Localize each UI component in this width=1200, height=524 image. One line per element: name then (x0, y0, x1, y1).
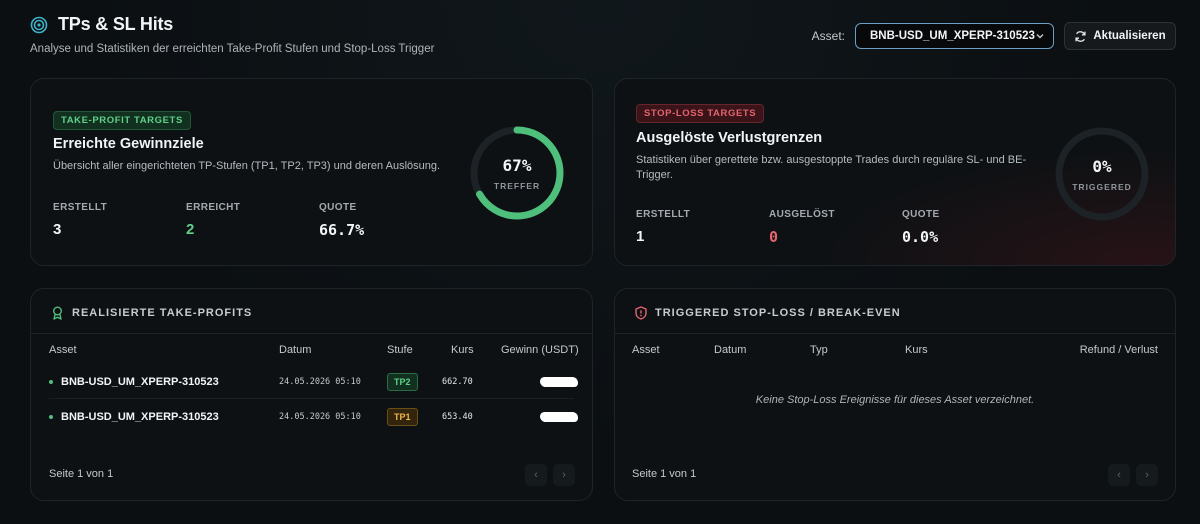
stat-label: AUSGELÖST (769, 209, 835, 220)
pagination: ‹ › (1108, 464, 1158, 486)
tp-stat-quote: QUOTE 66.7% (319, 202, 364, 239)
stat-label: QUOTE (319, 202, 357, 213)
stat-label: ERSTELLT (636, 209, 691, 220)
col-header-asset[interactable]: Asset (49, 344, 77, 356)
asset-controls: Asset: BNB-USD_UM_XPERP-310523 Aktualisi… (812, 22, 1176, 50)
empty-state-message: Keine Stop-Loss Ereignisse für dieses As… (755, 394, 1035, 406)
stat-value: 3 (53, 221, 62, 238)
col-header-typ[interactable]: Typ (810, 344, 828, 356)
table-row[interactable]: BNB-USD_UM_XPERP-310523 24.05.2026 05:10… (49, 400, 578, 434)
row-kurs: 662.70 (442, 377, 473, 387)
asset-select-value: BNB-USD_UM_XPERP-310523 (870, 30, 1035, 42)
redacted-gain (540, 412, 578, 422)
pagination-info: Seite 1 von 1 (49, 468, 114, 480)
refresh-button-label: Aktualisieren (1093, 30, 1166, 42)
tp-ring-label: TREFFER (493, 180, 541, 191)
tp-progress-ring: 67% TREFFER (468, 124, 566, 222)
target-icon (30, 16, 48, 33)
sl-stat-erstellt: ERSTELLT 1 (636, 209, 690, 245)
realized-take-profits-card: REALISIERTE TAKE-PROFITS Asset Datum Stu… (30, 288, 593, 501)
col-header-refund[interactable]: Refund / Verlust (1079, 344, 1158, 356)
take-profit-title: Erreichte Gewinnziele (53, 136, 204, 152)
stat-label: QUOTE (902, 209, 940, 220)
col-header-kurs[interactable]: Kurs (451, 344, 474, 356)
stat-value: 0 (769, 228, 779, 246)
stop-loss-description: Statistiken über gerettete bzw. ausgesto… (636, 154, 1027, 181)
tp-ring-svg (470, 126, 564, 220)
col-header-stufe[interactable]: Stufe (387, 344, 413, 356)
asset-select[interactable]: BNB-USD_UM_XPERP-310523 (855, 23, 1054, 49)
take-profit-summary-card: TAKE-PROFIT TARGETS Erreichte Gewinnziel… (30, 78, 593, 266)
col-header-datum[interactable]: Datum (714, 344, 747, 356)
triggered-stop-loss-card: TRIGGERED STOP-LOSS / BREAK-EVEN Asset D… (614, 288, 1176, 501)
row-date: 24.05.2026 05:10 (279, 412, 361, 422)
status-dot (49, 380, 53, 384)
sl-ring-svg (1055, 127, 1149, 221)
row-stufe-badge: TP1 (387, 408, 418, 426)
tp-ring-percent: 67% (502, 155, 532, 175)
row-date: 24.05.2026 05:10 (279, 377, 361, 387)
col-header-kurs[interactable]: Kurs (905, 344, 928, 356)
next-page-button[interactable]: › (553, 464, 575, 486)
pagination-info: Seite 1 von 1 (632, 468, 697, 480)
stop-loss-summary-card: STOP-LOSS TARGETS Ausgelöste Verlustgren… (614, 78, 1176, 266)
table-row[interactable]: BNB-USD_UM_XPERP-310523 24.05.2026 05:10… (49, 365, 578, 399)
tp-stat-erreicht: ERREICHT 2 (186, 202, 240, 238)
col-header-asset[interactable]: Asset (632, 344, 660, 356)
stat-value: 2 (186, 221, 195, 238)
tp-table-title: REALISIERTE TAKE-PROFITS (72, 307, 253, 319)
sl-stat-quote: QUOTE 0.0% (902, 209, 940, 246)
row-stufe-badge: TP2 (387, 373, 418, 391)
sl-progress-ring: 0% TRIGGERED (1053, 125, 1151, 223)
stat-value: 0.0% (902, 228, 939, 246)
asset-label: Asset: (811, 29, 845, 43)
col-header-gewinn[interactable]: Gewinn (USDT) (501, 344, 579, 356)
row-asset: BNB-USD_UM_XPERP-310523 (61, 411, 219, 423)
stop-loss-badge: STOP-LOSS TARGETS (636, 104, 765, 123)
sl-stat-ausgeloest: AUSGELÖST 0 (769, 209, 835, 246)
take-profit-badge: TAKE-PROFIT TARGETS (53, 111, 191, 130)
award-icon (53, 306, 62, 320)
row-kurs: 653.40 (442, 412, 473, 422)
tp-ring-arc (470, 126, 564, 220)
page-header: TPs & SL Hits Analyse und Statistiken de… (30, 14, 434, 55)
stat-label: ERSTELLT (53, 202, 108, 213)
prev-page-button[interactable]: ‹ (525, 464, 547, 486)
sl-table-title: TRIGGERED STOP-LOSS / BREAK-EVEN (655, 307, 901, 319)
sl-ring-label: TRIGGERED (1072, 181, 1132, 192)
page-subtitle: Analyse und Statistiken der erreichten T… (30, 43, 435, 55)
stat-value: 66.7% (319, 221, 365, 239)
stop-loss-title: Ausgelöste Verlustgrenzen (636, 130, 823, 146)
row-asset: BNB-USD_UM_XPERP-310523 (61, 376, 219, 388)
take-profit-description: Übersicht aller eingerichteten TP-Stufen… (53, 160, 441, 172)
status-dot (49, 415, 53, 419)
col-header-datum[interactable]: Datum (279, 344, 312, 356)
chevron-down-icon (1036, 34, 1044, 39)
page-title: TPs & SL Hits (58, 14, 174, 34)
prev-page-button[interactable]: ‹ (1108, 464, 1130, 486)
stat-value: 1 (636, 228, 645, 245)
pagination: ‹ › (525, 464, 575, 486)
refresh-icon (1075, 30, 1086, 42)
redacted-gain (540, 377, 578, 387)
refresh-button[interactable]: Aktualisieren (1064, 22, 1176, 50)
tp-stat-erstellt: ERSTELLT 3 (53, 202, 107, 238)
shield-alert-icon (635, 306, 647, 320)
stat-label: ERREICHT (186, 202, 241, 213)
next-page-button[interactable]: › (1136, 464, 1158, 486)
sl-ring-percent: 0% (1092, 156, 1112, 176)
